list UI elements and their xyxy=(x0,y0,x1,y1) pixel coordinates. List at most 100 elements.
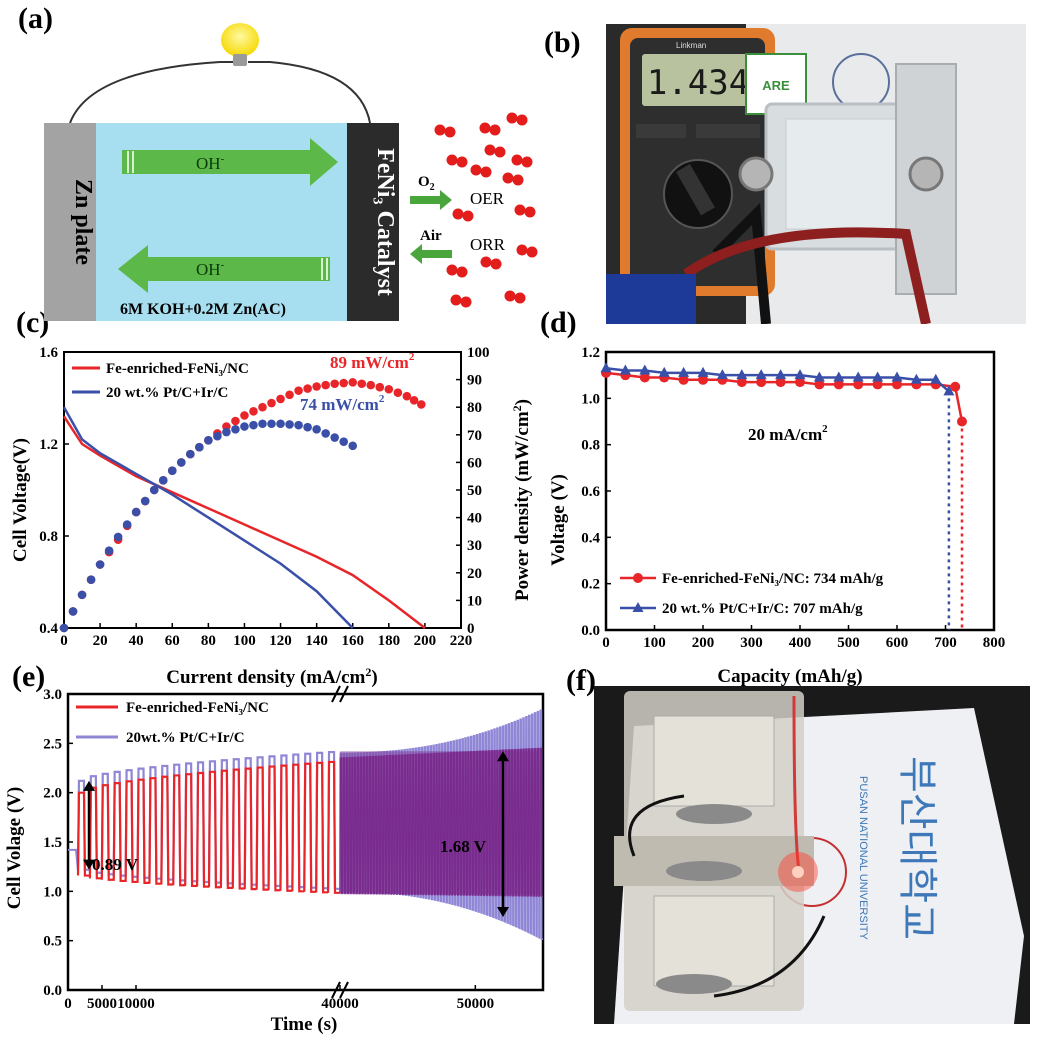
oxygen-atom xyxy=(514,204,526,216)
y2-tick-label-c: 10 xyxy=(467,593,482,609)
panel-label-d: (d) xyxy=(540,306,577,339)
power-point-c xyxy=(409,396,419,405)
university-name-en: PUSAN NATIONAL UNIVERSITY xyxy=(857,776,869,940)
x-tick-label-d: 200 xyxy=(692,635,715,651)
x-tick-label-c: 180 xyxy=(378,633,401,649)
oh-arrow-left: OH- xyxy=(118,245,330,293)
data-point-d xyxy=(910,373,922,384)
power-point-c xyxy=(303,384,312,393)
x-tick-label-d: 100 xyxy=(643,635,666,651)
x-tick-label-e: 50000 xyxy=(457,996,495,1012)
power-point-c xyxy=(222,427,231,437)
power-point-c xyxy=(321,429,330,438)
plot-frame-d xyxy=(604,350,996,632)
power-point-c xyxy=(303,422,312,432)
x-tick-label-e: 40000 xyxy=(321,996,359,1012)
y2-tick-label-c: 0 xyxy=(467,621,475,637)
axis-break-mark-e xyxy=(331,685,341,703)
data-point-d xyxy=(950,381,961,392)
oxygen-atom xyxy=(504,290,516,302)
data-point-d xyxy=(794,369,806,380)
ion-label-bottom: OH xyxy=(196,260,221,279)
power-point-c xyxy=(240,422,249,431)
power-point-c xyxy=(258,419,267,429)
data-point-d xyxy=(892,379,902,390)
oxygen-molecules xyxy=(434,112,538,308)
y-tick-label-c: 0.8 xyxy=(39,529,58,545)
catalyst-electrode xyxy=(347,123,399,321)
x-tick-label-d: 500 xyxy=(837,635,860,651)
legend-label-d: 20 wt.% Pt/C+Ir/C: 707 mAh/g xyxy=(662,601,863,617)
oxygen-atom xyxy=(516,114,528,126)
x-tick-label-c: 140 xyxy=(305,633,328,649)
power-point-c xyxy=(330,433,339,442)
x-tick-label-d: 0 xyxy=(602,635,610,651)
power-point-c xyxy=(357,379,367,389)
panel-label-e: (e) xyxy=(12,660,46,693)
oxygen-atom xyxy=(450,294,462,306)
data-point-d xyxy=(833,371,845,382)
data-point-d xyxy=(678,366,690,377)
data-point-d xyxy=(872,379,883,390)
power-point-c xyxy=(213,431,222,441)
xlabel-e: Time (s) xyxy=(271,1014,338,1035)
zinc-plate xyxy=(44,123,96,321)
data-point-d xyxy=(698,374,708,385)
university-name-ko: 부산대학교 xyxy=(894,756,940,940)
legend-label-e: 20wt.% Pt/C+Ir/C xyxy=(126,730,245,746)
svg-text:OH-: OH- xyxy=(196,259,225,279)
data-point-d xyxy=(943,385,955,396)
photo-led-demo: 부산대학교 PUSAN NATIONAL UNIVERSITY xyxy=(594,686,1030,1024)
peak-annotation-c: 89 mW/cm2 xyxy=(330,351,415,372)
y-tick-label-d: 0.6 xyxy=(581,484,600,500)
ion-label-top: OH xyxy=(196,154,221,173)
oxygen-atom xyxy=(526,246,538,258)
axis-break-mark-e xyxy=(339,685,349,703)
air-label: Air xyxy=(420,228,442,244)
catalyst-label: FeNi₃ Catalyst xyxy=(372,148,398,296)
y-tick-label-e: 1.5 xyxy=(43,835,62,851)
power-point-c xyxy=(258,402,267,412)
oer-arrow xyxy=(410,190,452,210)
y-tick-label-e: 3.0 xyxy=(43,687,62,703)
gap-label-initial: 0.89 V xyxy=(92,855,139,874)
power-point-c xyxy=(131,507,141,517)
xlabel-d: Capacity (mAh/g) xyxy=(717,666,862,687)
power-point-c xyxy=(402,391,412,401)
power-point-c xyxy=(384,384,394,394)
power-point-c xyxy=(186,449,195,459)
data-point-d xyxy=(775,377,786,388)
data-point-d xyxy=(795,377,805,388)
legend-marker-d xyxy=(632,602,644,612)
oxygen-atom xyxy=(521,156,533,168)
oxygen-atom xyxy=(446,264,458,276)
oxygen-atom xyxy=(494,146,506,158)
data-point-d xyxy=(775,369,787,380)
power-point-c xyxy=(393,388,403,398)
electrolyte-label: 6M KOH+0.2M Zn(AC) xyxy=(120,301,286,318)
y-tick-label-e: 0.0 xyxy=(43,983,62,999)
x-tick-label-d: 600 xyxy=(886,635,909,651)
y2-tick-label-c: 70 xyxy=(467,428,482,444)
circuit-wire xyxy=(69,61,371,124)
power-point-c xyxy=(294,420,303,430)
oxygen-atom xyxy=(446,154,458,166)
oxygen-atom xyxy=(456,156,468,168)
y-tick-label-d: 1.2 xyxy=(581,345,600,361)
y-tick-label-c: 0.4 xyxy=(39,621,58,637)
power-point-c xyxy=(267,419,276,429)
panel-label-c: (c) xyxy=(16,306,50,339)
oxygen-atom xyxy=(514,292,526,304)
power-point-c xyxy=(77,590,87,600)
test-lead-black xyxy=(712,202,771,324)
legend-label-c: 20 wt.% Pt/C+Ir/C xyxy=(106,385,228,401)
data-point-d xyxy=(755,369,767,380)
multimeter-display xyxy=(642,54,754,106)
oxygen-atom xyxy=(502,172,514,184)
x-tick-label-c: 220 xyxy=(450,633,473,649)
x-tick-label-c: 200 xyxy=(414,633,437,649)
y2-tick-label-c: 30 xyxy=(467,538,482,554)
data-point-d xyxy=(736,377,747,388)
gap-arrow-final-head xyxy=(497,906,509,917)
power-point-c xyxy=(330,379,339,389)
